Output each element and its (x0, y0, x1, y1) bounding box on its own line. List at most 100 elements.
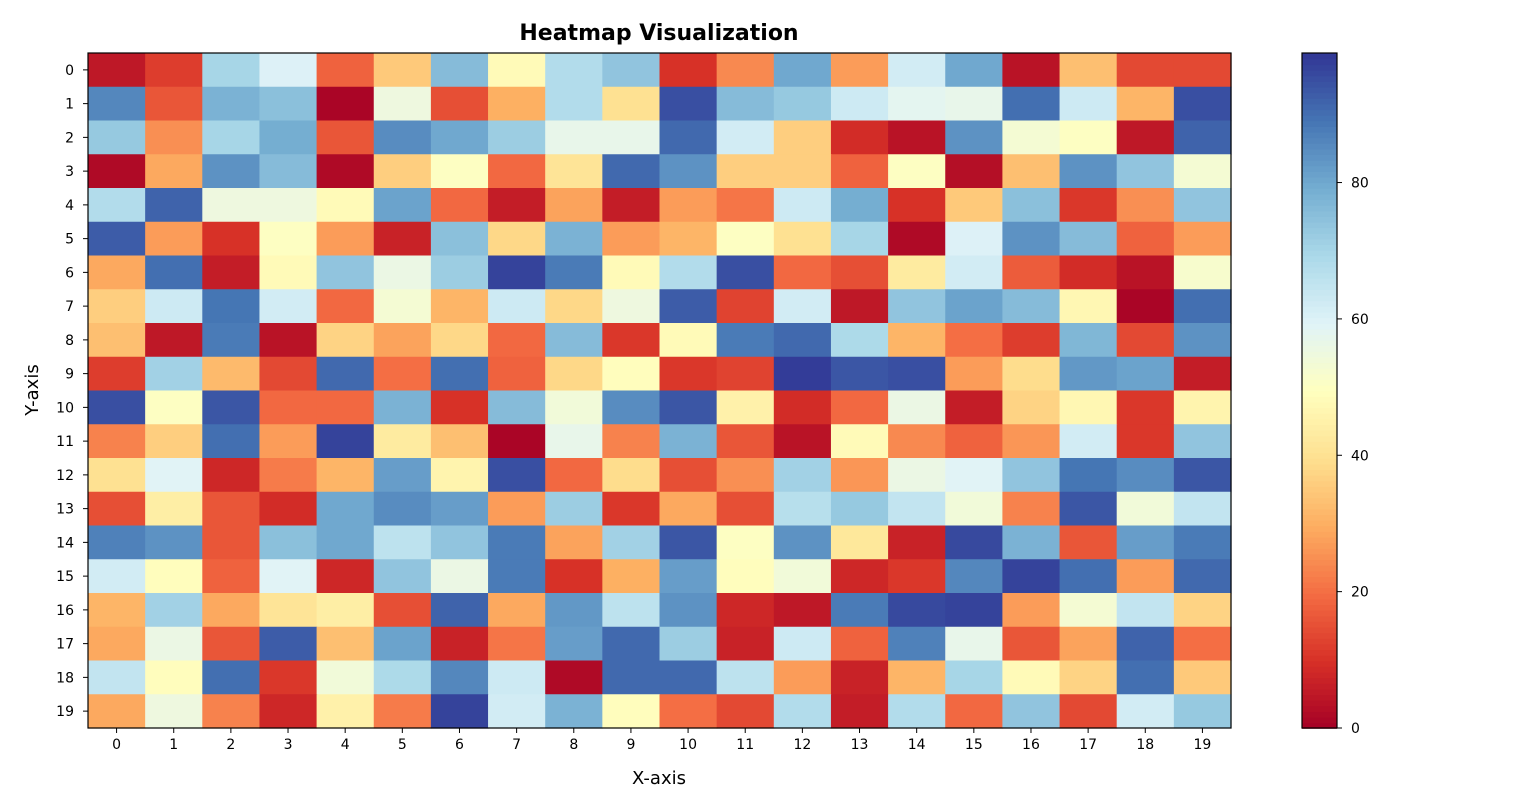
heatmap-cell (888, 458, 946, 493)
heatmap-cell (259, 154, 318, 189)
heatmap-cell (773, 559, 832, 594)
colorbar-band (1302, 216, 1337, 223)
heatmap-cell (373, 323, 432, 358)
colorbar-band (1302, 238, 1337, 246)
heatmap-cell (1173, 289, 1232, 324)
heatmap-cell (1116, 694, 1175, 729)
colorbar-band (1302, 154, 1337, 161)
colorbar-band (1302, 317, 1337, 324)
heatmap-cell (430, 53, 489, 88)
y-tick-label: 6 (65, 265, 74, 281)
heatmap-cell (202, 491, 261, 527)
heatmap-cell (1173, 356, 1232, 392)
y-tick-label: 13 (56, 502, 74, 518)
heatmap-cell (145, 120, 203, 155)
colorbar-band (1302, 373, 1337, 381)
colorbar-band (1302, 598, 1337, 606)
heatmap-cell (488, 120, 546, 155)
heatmap-cell (945, 221, 1003, 257)
colorbar-band (1302, 120, 1337, 127)
heatmap-cell (316, 694, 375, 729)
heatmap-cell (1116, 491, 1175, 527)
colorbar-band (1302, 469, 1337, 476)
heatmap-cell (773, 660, 832, 695)
heatmap-cell (430, 289, 489, 324)
heatmap-cell (1059, 120, 1118, 155)
heatmap-cell (373, 525, 432, 560)
heatmap-cell (1059, 626, 1118, 662)
heatmap-cell (88, 323, 146, 358)
y-tick-label: 9 (65, 367, 74, 383)
heatmap-cell (716, 694, 775, 729)
heatmap-cell (888, 559, 946, 594)
heatmap-cell (716, 593, 775, 628)
colorbar-band (1302, 221, 1337, 229)
colorbar-band (1302, 418, 1337, 426)
colorbar-band (1302, 272, 1337, 279)
heatmap-cell (259, 323, 318, 358)
x-tick-label: 5 (398, 737, 407, 753)
heatmap-cell (545, 154, 603, 189)
heatmap-cell (1059, 289, 1118, 324)
heatmap-cell (830, 390, 889, 425)
colorbar-band (1302, 165, 1337, 172)
heatmap-cell (888, 120, 946, 155)
colorbar-band (1302, 328, 1337, 336)
heatmap-cell (316, 154, 375, 189)
heatmap-cell (373, 221, 432, 257)
heatmap-cell (1059, 255, 1118, 290)
heatmap-cell (830, 593, 889, 628)
heatmap-cell (716, 525, 775, 560)
heatmap-cell (259, 120, 318, 155)
heatmap-cell (373, 660, 432, 695)
heatmap-cell (545, 86, 603, 122)
heatmap-cell (1173, 458, 1232, 493)
colorbar-band (1302, 53, 1337, 60)
colorbar-band (1302, 435, 1337, 442)
heatmap-cell (145, 221, 203, 257)
heatmap-cell (1116, 53, 1175, 88)
heatmap-cell (1002, 559, 1061, 594)
colorbar-band (1302, 182, 1337, 189)
heatmap-cell (316, 356, 375, 392)
heatmap-cell (430, 660, 489, 695)
colorbar-band (1302, 570, 1337, 577)
heatmap-cell (545, 694, 603, 729)
heatmap-cell (373, 53, 432, 88)
heatmap-cell (888, 660, 946, 695)
heatmap-cell (430, 458, 489, 493)
heatmap-cell (88, 424, 146, 459)
heatmap-cell (945, 559, 1003, 594)
colorbar-band (1302, 593, 1337, 600)
heatmap-cell (1002, 120, 1061, 155)
colorbar-band (1302, 114, 1337, 122)
y-tick-label: 14 (56, 535, 74, 551)
colorbar-band (1302, 503, 1337, 510)
heatmap-cell (202, 424, 261, 459)
colorbar-band (1302, 632, 1337, 639)
colorbar-band (1302, 199, 1337, 206)
heatmap-cell (488, 289, 546, 324)
y-axis-label: Y-axis (22, 364, 43, 416)
colorbar-band (1302, 379, 1337, 386)
colorbar-band (1302, 564, 1337, 572)
heatmap-cell (1173, 660, 1232, 695)
colorbar-band (1302, 677, 1337, 684)
heatmap-cell (830, 154, 889, 189)
heatmap-cell (1002, 458, 1061, 493)
heatmap-cell (830, 491, 889, 527)
heatmap-cell (88, 221, 146, 257)
colorbar-tick-label: 40 (1351, 448, 1369, 464)
heatmap-cell (373, 559, 432, 594)
heatmap-cell (773, 154, 832, 189)
heatmap-cell (430, 424, 489, 459)
heatmap-cell (602, 694, 661, 729)
heatmap-cell (659, 53, 718, 88)
heatmap-cell (373, 626, 432, 662)
heatmap-cell (888, 323, 946, 358)
heatmap-cell (716, 289, 775, 324)
heatmap-cell (830, 289, 889, 324)
heatmap-cell (145, 458, 203, 493)
heatmap-cell (602, 53, 661, 88)
heatmap-cell (259, 626, 318, 662)
